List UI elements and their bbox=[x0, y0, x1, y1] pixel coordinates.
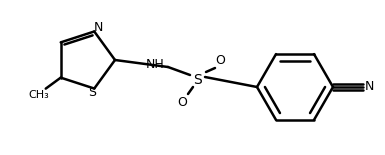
Text: NH: NH bbox=[146, 58, 164, 71]
Text: O: O bbox=[177, 95, 187, 108]
Text: S: S bbox=[194, 73, 203, 87]
Text: N: N bbox=[365, 80, 374, 93]
Text: N: N bbox=[94, 21, 103, 34]
Text: S: S bbox=[88, 86, 96, 99]
Text: CH₃: CH₃ bbox=[28, 90, 49, 100]
Text: O: O bbox=[215, 53, 225, 66]
